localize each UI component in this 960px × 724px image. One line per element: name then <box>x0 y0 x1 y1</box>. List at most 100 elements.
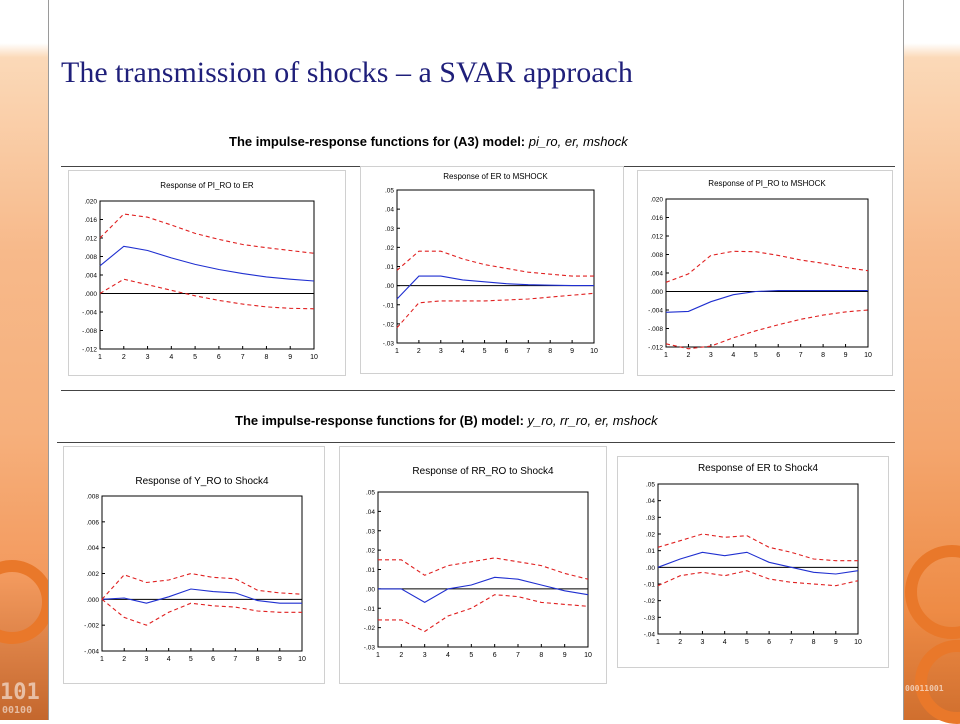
response-line <box>99 245 315 282</box>
chart-title: Response of ER to MSHOCK <box>443 172 548 181</box>
plot-frame <box>99 200 315 350</box>
y-tick-label: .008 <box>86 494 99 501</box>
y-tick-label: .00 <box>366 586 375 593</box>
x-tick-label: 3 <box>144 656 148 663</box>
x-tick-label: 3 <box>423 652 427 659</box>
y-tick-label: -.008 <box>82 328 97 335</box>
x-tick-label: 9 <box>563 652 567 659</box>
x-tick-label: 10 <box>854 639 862 646</box>
y-tick-label: .020 <box>84 199 97 206</box>
slide: The transmission of shocks – a SVAR appr… <box>48 0 904 720</box>
x-tick-label: 1 <box>98 354 102 361</box>
x-tick-label: 6 <box>217 354 221 361</box>
x-tick-label: 4 <box>723 639 727 646</box>
y-tick-label: -.002 <box>84 623 99 630</box>
chart-er-to-mshock: Response of ER to MSHOCK .05 .04 .03 .02 .01.… <box>383 172 598 355</box>
x-tick-label: 7 <box>789 639 793 646</box>
section-b-prefix: The impulse-response functions for (B) m… <box>235 413 528 428</box>
x-tick-label: 2 <box>122 354 126 361</box>
y-tick-label: .000 <box>650 289 663 296</box>
y-tick-label: .000 <box>86 597 99 604</box>
y-tick-label: .05 <box>366 490 375 497</box>
chart-y-ro-to-shock4: Response of Y_RO to Shock4 .008 .006 .004 .0… <box>84 476 306 663</box>
y-tick-label: .01 <box>366 567 375 574</box>
x-tick-label: 4 <box>461 348 465 355</box>
lower-band-line <box>101 598 302 626</box>
y-tick-label: .02 <box>646 532 655 539</box>
binary-decoration-text: 101 <box>0 680 40 705</box>
x-tick-label: 6 <box>767 639 771 646</box>
section-a-prefix: The impulse-response functions for (A3) … <box>229 134 529 149</box>
x-tick-label: 8 <box>821 352 825 359</box>
x-tick-label: 4 <box>446 652 450 659</box>
y-tick-label: .004 <box>650 271 663 278</box>
upper-band-line <box>99 213 315 254</box>
y-tick-label: .03 <box>366 528 375 535</box>
upper-band-line <box>396 250 594 277</box>
section-a-title: The impulse-response functions for (A3) … <box>229 134 628 149</box>
x-tick-label: 1 <box>664 352 668 359</box>
y-tick-label: .03 <box>385 226 394 233</box>
response-line <box>657 551 859 575</box>
x-tick-label: 8 <box>256 656 260 663</box>
upper-band-line <box>101 572 303 600</box>
y-tick-label: -.004 <box>648 308 663 315</box>
y-tick-label: .008 <box>84 254 97 261</box>
x-tick-label: 7 <box>526 348 530 355</box>
x-tick-label: 10 <box>584 652 592 659</box>
y-tick-label: -.03 <box>364 645 376 652</box>
x-tick-label: 7 <box>233 656 237 663</box>
x-tick-label: 6 <box>776 352 780 359</box>
x-tick-label: 3 <box>146 354 150 361</box>
y-tick-label: -.04 <box>644 632 656 639</box>
y-tick-label: .05 <box>385 188 394 195</box>
chart-rr-ro-to-shock4: Response of RR_RO to Shock4 .05 .04 .03 .02.… <box>364 466 592 659</box>
section-b-vars: y_ro, rr_ro, er, mshock <box>527 413 658 428</box>
x-tick-label: 9 <box>288 354 292 361</box>
x-tick-label: 2 <box>122 656 126 663</box>
y-tick-label: .01 <box>646 548 655 555</box>
lower-band-line <box>665 309 869 350</box>
chart-pi-ro-to-mshock: Response of PI_RO to MSHOCK .020 .016 .012.… <box>648 179 872 359</box>
y-tick-label: -.02 <box>644 598 656 605</box>
y-tick-label: .008 <box>650 252 663 259</box>
x-tick-label: 9 <box>844 352 848 359</box>
y-tick-label: .03 <box>646 515 655 522</box>
chart-panel-pi-ro-mshock: Response of PI_RO to MSHOCK .020 .016 .012.… <box>637 170 893 376</box>
x-tick-label: 5 <box>745 639 749 646</box>
x-tick-label: 8 <box>548 348 552 355</box>
x-tick-label: 10 <box>298 656 306 663</box>
chart-title: Response of RR_RO to Shock4 <box>412 466 554 477</box>
y-tick-label: .04 <box>366 509 375 516</box>
chart-title: Response of Y_RO to Shock4 <box>135 476 269 487</box>
y-tick-label: .016 <box>650 215 663 222</box>
plot-frame <box>377 491 589 648</box>
x-tick-label: 7 <box>241 354 245 361</box>
y-tick-label: -.03 <box>383 341 395 348</box>
binary-decoration-text: 00100 <box>2 705 33 716</box>
y-tick-label: .00 <box>646 565 655 572</box>
plot-frame <box>665 198 869 348</box>
y-tick-label: .002 <box>86 571 99 578</box>
y-tick-label: .020 <box>650 197 663 204</box>
upper-band-line <box>665 250 869 283</box>
y-tick-label: .012 <box>84 236 97 243</box>
binary-decoration-text: 00011001 <box>905 684 944 693</box>
chart-panel-rr-ro-shock4: Response of RR_RO to Shock4 .05 .04 .03 .02.… <box>339 446 607 684</box>
x-tick-label: 8 <box>812 639 816 646</box>
x-tick-label: 2 <box>399 652 403 659</box>
chart-panel-er-mshock: Response of ER to MSHOCK .05 .04 .03 .02 .01.… <box>360 166 624 374</box>
x-tick-label: 1 <box>376 652 380 659</box>
x-tick-label: 4 <box>167 656 171 663</box>
chart-panel-er-shock4: Response of ER to Shock4 .05 .04 .03 .02 .01.… <box>617 456 889 668</box>
response-line <box>378 576 589 604</box>
x-tick-label: 9 <box>570 348 574 355</box>
section-a-rule-bottom <box>61 390 895 391</box>
y-tick-label: .000 <box>84 291 97 298</box>
x-tick-label: 9 <box>834 639 838 646</box>
x-tick-label: 6 <box>504 348 508 355</box>
x-tick-label: 2 <box>417 348 421 355</box>
x-tick-label: 1 <box>395 348 399 355</box>
y-tick-label: -.004 <box>84 649 99 656</box>
chart-title: Response of PI_RO to ER <box>160 181 254 190</box>
